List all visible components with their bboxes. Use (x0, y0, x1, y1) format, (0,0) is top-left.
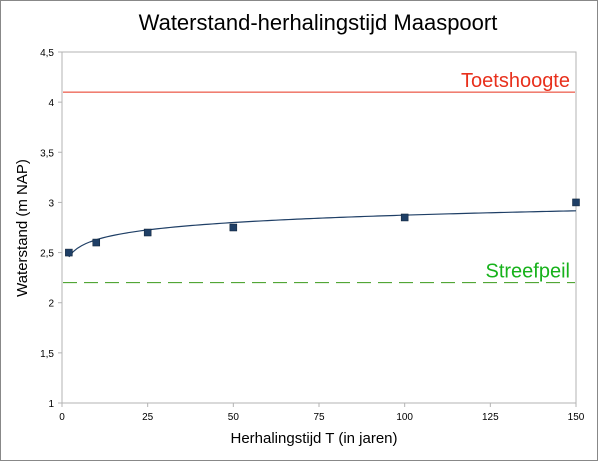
data-points (65, 198, 580, 257)
y-tick-label: 1 (48, 399, 54, 410)
x-tick-label: 0 (59, 412, 65, 423)
data-point (229, 223, 238, 232)
y-tick-label: 2,5 (40, 249, 54, 260)
x-axis-label: Herhalingstijd T (in jaren) (230, 430, 397, 447)
y-tick-label: 4 (48, 98, 54, 109)
y-tick-label: 3,5 (40, 148, 54, 159)
trendline (68, 210, 577, 258)
y-axis: 1 1,5 2 2,5 3 3,5 4 4,5 (40, 48, 62, 410)
x-tick-label: 150 (568, 412, 585, 423)
data-point (143, 228, 152, 237)
trendline-path (68, 210, 577, 258)
reference-label-streefpeil: Streefpeil (486, 261, 571, 283)
x-tick-label: 125 (482, 412, 499, 423)
x-tick-label: 75 (313, 412, 325, 423)
y-tick-label: 2 (48, 299, 54, 310)
x-tick-label: 50 (228, 412, 240, 423)
reference-lines: Toetshoogte Streefpeil (63, 70, 575, 284)
data-point (572, 198, 580, 207)
data-point (400, 213, 409, 222)
y-tick-label: 4,5 (40, 48, 54, 59)
plot-area (61, 51, 577, 404)
data-point (65, 248, 73, 257)
chart-title: Waterstand-herhalingstijd Maaspoort (139, 10, 498, 35)
y-axis-label: Waterstand (m NAP) (14, 159, 31, 297)
data-point (92, 238, 101, 247)
y-tick-label: 1,5 (40, 349, 54, 360)
x-tick-label: 25 (142, 412, 154, 423)
reference-label-toetshoogte: Toetshoogte (461, 70, 570, 92)
x-axis: 0 25 50 75 100 125 150 (59, 403, 585, 423)
y-tick-label: 3 (48, 198, 54, 209)
x-tick-label: 100 (396, 412, 413, 423)
